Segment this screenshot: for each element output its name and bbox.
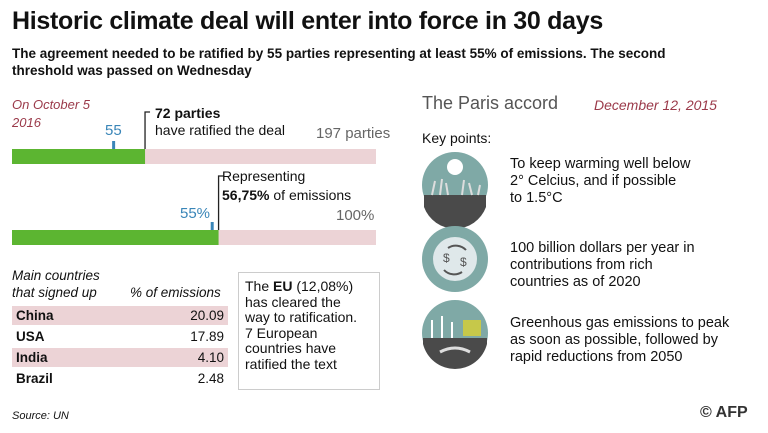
progress-bar	[12, 230, 219, 245]
key-point-line: 100 billion dollars per year in	[510, 240, 695, 256]
table-row: India 4.10	[12, 348, 228, 367]
key-point: Greenhous gas emissions to peak as soon a…	[510, 315, 729, 366]
share: 2.48	[197, 371, 224, 386]
eu-box: The EU (12,08%) has cleared the way to r…	[238, 272, 380, 390]
value-label: 56,75% of emissions	[222, 187, 351, 203]
icon-warming	[422, 152, 488, 229]
svg-text:$: $	[460, 255, 467, 269]
end-label: 100%	[336, 207, 375, 224]
progress-bar	[12, 149, 146, 164]
country: USA	[16, 329, 45, 344]
eu-text: The	[245, 278, 270, 294]
paris-title: The Paris accord	[422, 93, 559, 113]
value-label-bold: 56,75%	[222, 187, 270, 203]
table-header: that signed up	[12, 285, 97, 300]
value-label: Representing	[222, 168, 306, 184]
country: China	[16, 308, 54, 323]
threshold-label: 55%	[180, 205, 211, 222]
table-row: USA 17.89	[12, 327, 228, 346]
source: Source: UN	[12, 410, 69, 422]
eu-text: has cleared the	[245, 293, 341, 310]
value-label: 72 parties	[155, 105, 221, 121]
date: 2016	[12, 115, 41, 130]
key-point: To keep warming well below 2° Celcius, an…	[510, 156, 691, 207]
threshold-label: 55	[105, 122, 122, 139]
icon-emissions	[422, 300, 488, 369]
bracket	[144, 111, 151, 149]
eu-text: way to ratification.	[245, 309, 358, 325]
credit: © AFP	[700, 404, 748, 421]
country: Brazil	[16, 371, 53, 386]
table-row: China 20.09	[12, 306, 228, 325]
eu-text: countries have	[245, 340, 337, 356]
date: On October 5	[12, 97, 91, 112]
value-label: have ratified the deal	[155, 122, 285, 138]
title: Historic climate deal will enter into fo…	[12, 7, 603, 35]
key-point: 100 billion dollars per year in contribut…	[510, 240, 695, 291]
table-header: Main countries	[12, 268, 100, 283]
key-point-line: Greenhous gas emissions to peak	[510, 315, 730, 331]
key-point-line: countries as of 2020	[510, 274, 641, 290]
subtitle: threshold was passed on Wednesday	[12, 63, 252, 78]
eu-text: (12,08%)	[296, 278, 354, 294]
bracket	[217, 175, 224, 230]
table-row: Brazil 2.48	[12, 369, 228, 388]
share: 20.09	[190, 308, 224, 323]
table-header: % of emissions	[130, 285, 221, 300]
paris-date: December 12, 2015	[594, 97, 717, 113]
eu-bold: EU	[273, 278, 293, 294]
icon-money: $ $	[422, 226, 488, 292]
key-point-line: as soon as possible, followed by	[510, 332, 718, 348]
subtitle: The agreement needed to be ratified by 5…	[12, 46, 666, 61]
key-point-line: rapid reductions from 2050	[510, 349, 683, 365]
key-point-line: to 1.5°C	[510, 190, 563, 206]
key-point-line: 2° Celcius, and if possible	[510, 173, 677, 189]
key-point-line: To keep warming well below	[510, 156, 691, 172]
share: 17.89	[190, 329, 224, 344]
key-points-title: Key points:	[422, 130, 492, 146]
value-label: of emissions	[273, 187, 352, 203]
share: 4.10	[197, 350, 224, 365]
eu-text: ratified the text	[245, 355, 337, 372]
end-label: 197 parties	[316, 125, 391, 142]
key-point-line: contributions from rich	[510, 257, 653, 273]
svg-text:$: $	[443, 251, 450, 265]
eu-text: 7 European	[245, 324, 318, 341]
country: India	[16, 350, 48, 365]
